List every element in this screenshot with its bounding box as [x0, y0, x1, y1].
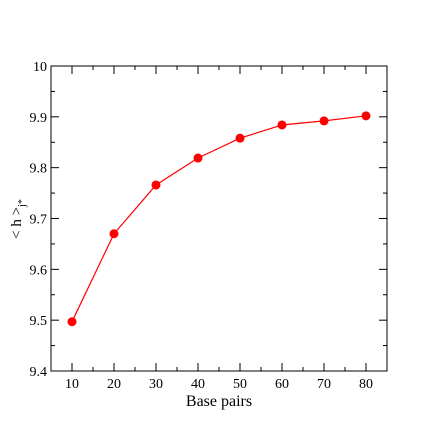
y-tick-label: 9.5	[30, 314, 48, 329]
x-tick-label: 60	[275, 377, 289, 392]
plot-frame	[50, 65, 388, 372]
x-tick-label: 40	[191, 377, 205, 392]
data-point	[109, 229, 119, 239]
x-tick-label: 80	[359, 377, 373, 392]
data-point	[277, 120, 287, 130]
data-point	[319, 116, 329, 126]
data-points	[67, 111, 371, 327]
y-tick-label: 9.8	[30, 162, 48, 177]
data-point	[193, 153, 203, 163]
y-axis-label: < h >j*	[9, 199, 28, 239]
svg-text:< h >j*: < h >j*	[9, 199, 28, 239]
x-tick-labels: 10 20 30 40 50 60 70 80	[65, 377, 373, 392]
y-axis-label-subscript: j*	[17, 199, 28, 208]
y-tick-label: 9.4	[30, 365, 48, 380]
x-tick-label: 50	[233, 377, 247, 392]
y-tick-label: 9.7	[30, 213, 48, 228]
data-point	[361, 111, 371, 121]
y-axis-label-main: < h >	[9, 207, 25, 239]
y-tick-label: 9.6	[30, 263, 48, 278]
data-point	[67, 317, 77, 327]
y-tick-labels: 9.4 9.5 9.6 9.7 9.8 9.9 10	[30, 60, 48, 380]
axis-ticks	[50, 65, 388, 372]
x-tick-label: 70	[317, 377, 331, 392]
y-tick-label: 9.9	[30, 111, 48, 126]
x-axis-label: Base pairs	[186, 393, 252, 410]
x-tick-label: 20	[107, 377, 121, 392]
data-point	[235, 133, 245, 143]
series-line	[71, 115, 367, 322]
x-tick-label: 10	[65, 377, 79, 392]
y-tick-label: 10	[33, 60, 47, 75]
x-tick-label: 30	[149, 377, 163, 392]
data-point	[151, 180, 161, 190]
